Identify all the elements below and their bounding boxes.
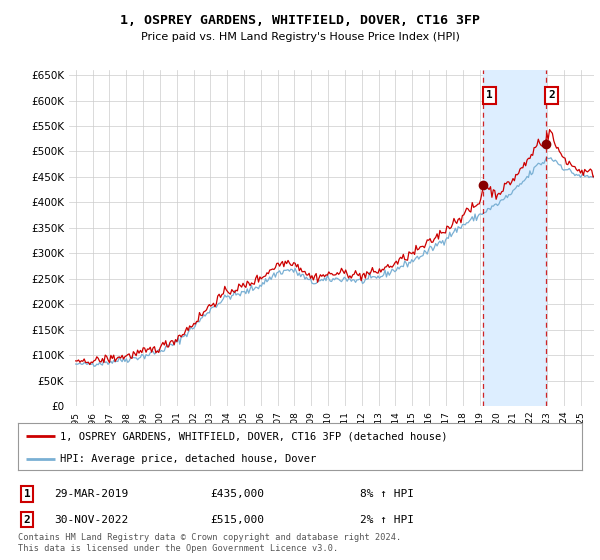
Text: HPI: Average price, detached house, Dover: HPI: Average price, detached house, Dove… bbox=[60, 454, 317, 464]
Text: 1, OSPREY GARDENS, WHITFIELD, DOVER, CT16 3FP (detached house): 1, OSPREY GARDENS, WHITFIELD, DOVER, CT1… bbox=[60, 431, 448, 441]
Text: 30-NOV-2022: 30-NOV-2022 bbox=[54, 515, 128, 525]
Text: 2: 2 bbox=[548, 91, 555, 100]
Text: £515,000: £515,000 bbox=[210, 515, 264, 525]
Text: 1, OSPREY GARDENS, WHITFIELD, DOVER, CT16 3FP: 1, OSPREY GARDENS, WHITFIELD, DOVER, CT1… bbox=[120, 14, 480, 27]
Bar bbox=[484, 70, 545, 406]
Text: 29-MAR-2019: 29-MAR-2019 bbox=[54, 489, 128, 499]
Text: 2% ↑ HPI: 2% ↑ HPI bbox=[360, 515, 414, 525]
Text: Price paid vs. HM Land Registry's House Price Index (HPI): Price paid vs. HM Land Registry's House … bbox=[140, 32, 460, 43]
Text: 2: 2 bbox=[23, 515, 31, 525]
Text: 8% ↑ HPI: 8% ↑ HPI bbox=[360, 489, 414, 499]
Text: £435,000: £435,000 bbox=[210, 489, 264, 499]
Text: Contains HM Land Registry data © Crown copyright and database right 2024.
This d: Contains HM Land Registry data © Crown c… bbox=[18, 534, 401, 553]
Text: 1: 1 bbox=[23, 489, 31, 499]
Text: 1: 1 bbox=[486, 91, 493, 100]
